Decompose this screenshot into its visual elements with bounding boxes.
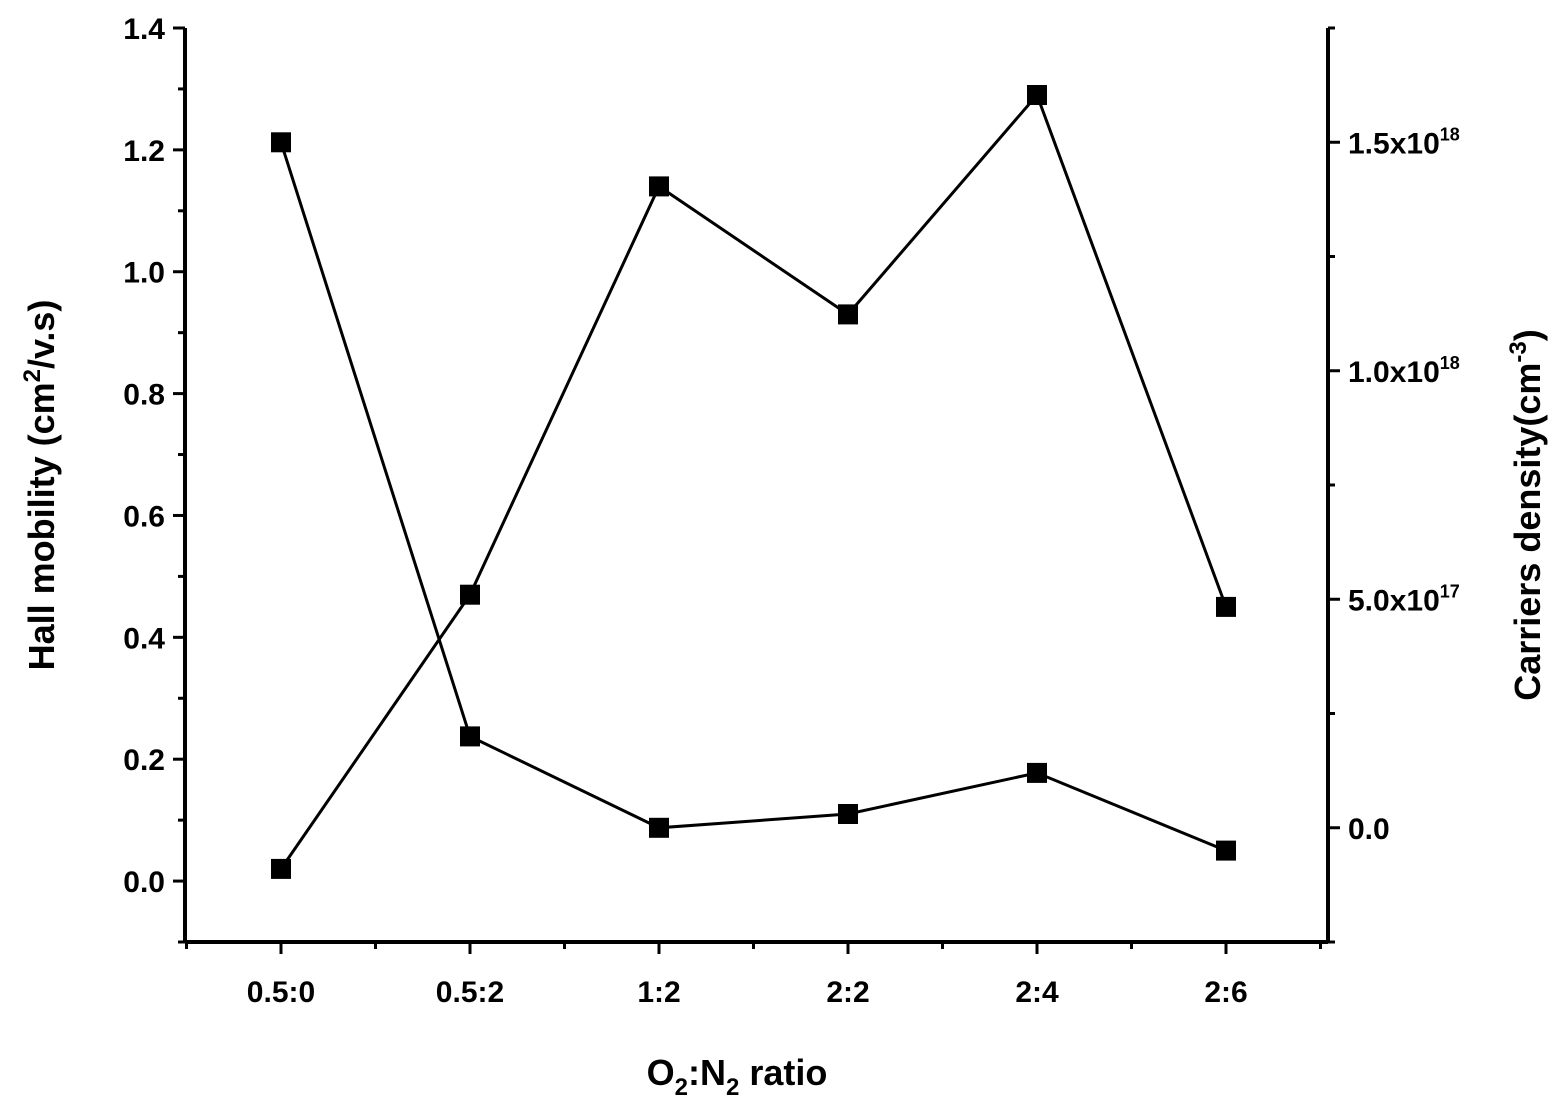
x-tick-label: 0.5:0 <box>247 976 315 1009</box>
series-1-point-0.5:2 <box>460 584 480 605</box>
axes <box>183 28 1330 944</box>
left-tick-label: 0.2 <box>123 744 165 777</box>
series-2-point-2:6 <box>1216 840 1236 861</box>
right-tick-label: 1.0x1018 <box>1348 353 1460 389</box>
left-tick-label: 0.4 <box>123 622 165 655</box>
series-2-point-0.5:0 <box>271 132 291 153</box>
left-y-axis-ticks: 0.0 0.2 0.4 0.6 0.8 1.0 1.2 1.4 <box>123 13 185 944</box>
x-tick-label: 2:4 <box>1015 976 1059 1009</box>
series-1-point-2:4 <box>1027 85 1047 105</box>
series-2-point-1:2 <box>649 817 669 838</box>
left-tick-label: 0.6 <box>123 500 165 533</box>
left-y-axis-label: Hall mobility (cm2/v.s) <box>19 300 62 671</box>
series-1-point-2:2 <box>838 304 858 325</box>
right-tick-label: 5.0x1017 <box>1348 581 1460 617</box>
series-1-point-0.5:0 <box>271 858 291 879</box>
right-tick-label: 1.5x1018 <box>1348 124 1460 160</box>
left-tick-label: 1.0 <box>123 257 165 290</box>
x-tick-label: 2:2 <box>826 976 869 1009</box>
right-y-axis-ticks: 0.0 5.0x1017 1.0x1018 1.5x1018 <box>1328 26 1460 944</box>
x-tick-label: 1:2 <box>637 976 680 1009</box>
right-tick-label: 0.0 <box>1348 813 1390 846</box>
left-tick-label: 1.2 <box>123 135 165 168</box>
series-line-2 <box>279 141 1227 852</box>
series-2-point-2:4 <box>1027 762 1047 783</box>
series-2-point-2:2 <box>838 804 858 824</box>
x-axis-ticks: 0.5:0 0.5:2 1:2 2:2 2:4 2:6 <box>185 942 1322 1009</box>
right-y-axis-label: Carriers density(cm-3) <box>1505 329 1548 701</box>
series-line-1 <box>279 92 1228 870</box>
x-tick-label: 2:6 <box>1204 976 1247 1009</box>
series-2-point-0.5:2 <box>460 726 480 747</box>
series-1-point-2:6 <box>1216 596 1236 617</box>
data-series <box>271 85 1236 879</box>
x-tick-label: 0.5:2 <box>436 976 504 1009</box>
series-1-point-1:2 <box>649 176 669 197</box>
left-tick-label: 1.4 <box>123 13 165 46</box>
left-tick-label: 0.0 <box>123 866 165 899</box>
x-axis-label: O2:N2 ratio <box>647 1052 828 1101</box>
left-tick-label: 0.8 <box>123 379 165 412</box>
